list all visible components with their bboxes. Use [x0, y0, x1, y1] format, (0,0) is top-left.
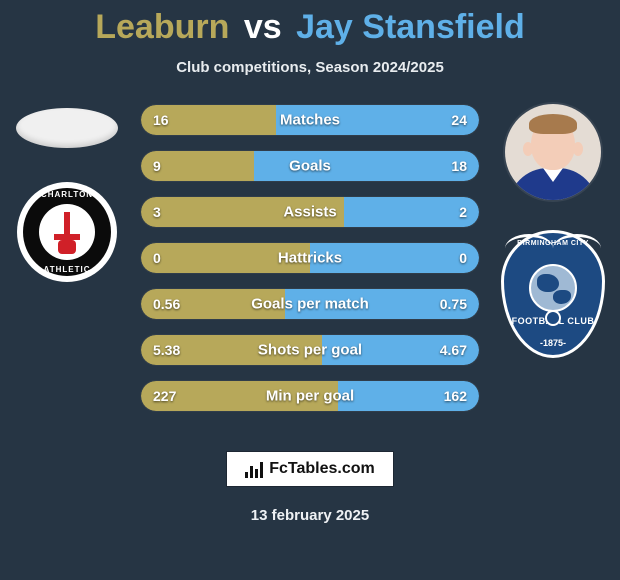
metric-label: Shots per goal — [258, 342, 362, 359]
metric-value-left: 0.56 — [153, 296, 180, 312]
subtitle: Club competitions, Season 2024/2025 — [0, 59, 620, 76]
metric-value-left: 0 — [153, 250, 161, 266]
metric-value-right: 24 — [451, 112, 467, 128]
metric-value-right: 162 — [444, 388, 467, 404]
metric-value-left: 3 — [153, 204, 161, 220]
metric-value-right: 0 — [459, 250, 467, 266]
left-club-badge: CHARLTON ATHLETIC — [17, 182, 117, 282]
metric-value-right: 18 — [451, 158, 467, 174]
brand-text: FcTables.com — [269, 460, 375, 478]
metric-label: Hattricks — [278, 250, 342, 267]
metric-row: Min per goal 227 162 — [140, 380, 480, 412]
comparison-title: Leaburn vs Jay Stansfield — [0, 0, 620, 47]
brand-tag: FcTables.com — [226, 451, 394, 487]
metric-value-left: 9 — [153, 158, 161, 174]
comparison-bars: Matches 16 24 Goals 9 18 Assists 3 2 Hattricks 0 0 G… — [140, 104, 480, 412]
metric-value-left: 227 — [153, 388, 176, 404]
metric-label: Assists — [283, 204, 336, 221]
metric-label: Goals — [289, 158, 331, 175]
right-column: BIRMINGHAM CITY FOOTBALL CLUB -1875- — [498, 104, 608, 358]
badge-ribbon — [505, 234, 601, 260]
badge-ball-icon — [545, 310, 561, 326]
metric-row: Assists 3 2 — [140, 196, 480, 228]
metric-value-left: 5.38 — [153, 342, 180, 358]
metric-value-right: 4.67 — [440, 342, 467, 358]
footer-date: 13 february 2025 — [210, 507, 410, 524]
badge-text-top: CHARLTON — [41, 190, 93, 199]
metric-label: Goals per match — [251, 296, 369, 313]
title-right-name: Jay Stansfield — [296, 8, 525, 46]
metric-bar-right — [254, 151, 479, 181]
right-player-avatar — [505, 104, 601, 200]
main-area: CHARLTON ATHLETIC BIRMINGHAM CITY FOOTBA… — [0, 104, 620, 412]
metric-row: Goals 9 18 — [140, 150, 480, 182]
badge-hand-icon — [58, 240, 76, 254]
title-left-name: Leaburn — [95, 8, 229, 46]
metric-row: Goals per match 0.56 0.75 — [140, 288, 480, 320]
badge-text-bottom: ATHLETIC — [44, 265, 91, 274]
metric-row: Matches 16 24 — [140, 104, 480, 136]
metric-label: Min per goal — [266, 388, 354, 405]
badge-globe-icon — [529, 264, 577, 312]
avatar-ears — [525, 142, 581, 156]
metric-value-right: 0.75 — [440, 296, 467, 312]
brand-logo-icon — [245, 460, 263, 478]
metric-value-left: 16 — [153, 112, 169, 128]
right-club-badge: BIRMINGHAM CITY FOOTBALL CLUB -1875- — [501, 230, 605, 358]
title-vs: vs — [244, 8, 282, 46]
footer: FcTables.com 13 february 2025 — [210, 451, 410, 524]
metric-value-right: 2 — [459, 204, 467, 220]
avatar-hair — [529, 114, 577, 134]
metric-label: Matches — [280, 112, 340, 129]
badge-year: -1875- — [540, 338, 566, 348]
left-column: CHARLTON ATHLETIC — [12, 104, 122, 282]
metric-row: Shots per goal 5.38 4.67 — [140, 334, 480, 366]
left-player-avatar — [16, 108, 118, 148]
metric-row: Hattricks 0 0 — [140, 242, 480, 274]
badge-ribbon-text: BIRMINGHAM CITY — [517, 240, 589, 247]
